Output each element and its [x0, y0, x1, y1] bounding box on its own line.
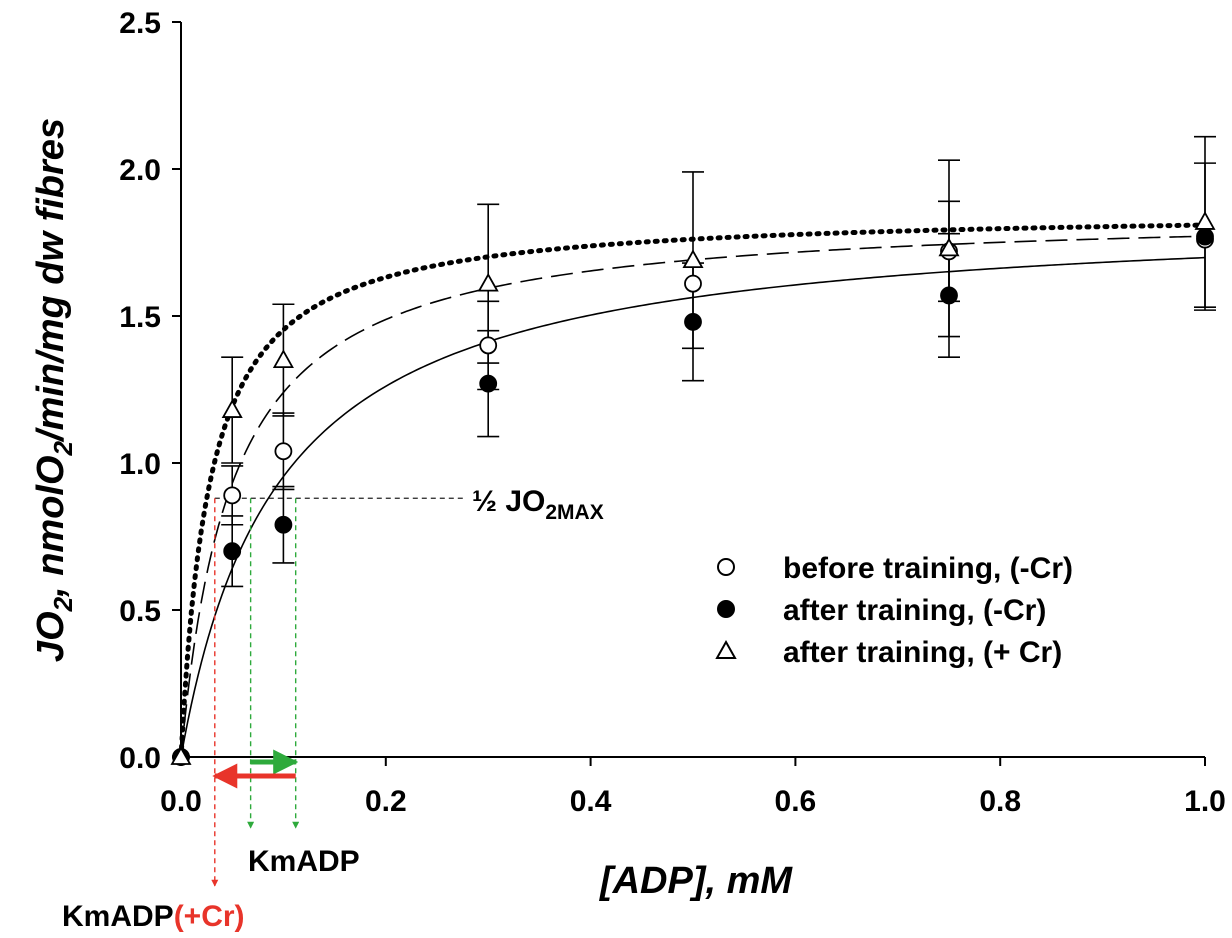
kmadp-label: KmADP — [248, 845, 360, 878]
kmadp-cr-prefix: KmADP — [62, 900, 174, 933]
legend-marker-open-circle — [717, 558, 735, 576]
data-point-series-0 — [479, 336, 498, 355]
y-axis-title: JO2, nmolO2/min/mg dw fibres — [30, 118, 78, 662]
data-point-series-2 — [938, 237, 960, 257]
data-point-series-2 — [682, 249, 704, 269]
y-axis-title-part-1: JO — [30, 611, 72, 662]
data-point-series-2 — [1194, 211, 1216, 230]
y-axis-title-part-2: , nmolO — [30, 455, 72, 597]
y-tick-label: 0.5 — [119, 595, 161, 628]
y-axis-title-sub-1: 2 — [48, 596, 78, 612]
data-point-series-2 — [477, 272, 499, 292]
data-point-series-1 — [940, 286, 958, 305]
legend: before training, (-Cr) after training, (… — [715, 552, 1073, 669]
data-point-series-1 — [479, 374, 498, 393]
y-tick-label: 1.0 — [119, 448, 161, 481]
data-point-series-2 — [221, 399, 243, 418]
data-point-series-2 — [272, 349, 294, 369]
data-point-series-2 — [170, 746, 192, 765]
axes — [180, 22, 1205, 758]
y-ticks: 0.0 0.5 1.0 1.5 2.0 2.5 — [119, 7, 181, 775]
data-point-series-1 — [684, 312, 702, 331]
half-jo2max-sub: 2MAX — [545, 501, 603, 524]
y-tick-label: 2.5 — [119, 7, 161, 40]
legend-marker-open-triangle — [715, 639, 737, 659]
x-ticks: 0.0 0.2 0.4 0.6 0.8 1.0 — [160, 757, 1226, 818]
x-tick-label: 0.4 — [570, 785, 612, 818]
half-jo2max-prefix: ½ JO — [472, 485, 545, 518]
legend-label-2: after training, (+ Cr) — [783, 636, 1062, 669]
y-tick-label: 1.5 — [119, 301, 161, 334]
data-point-series-0 — [274, 442, 293, 461]
legend-label-0: before training, (-Cr) — [783, 552, 1073, 585]
legend-label-1: after training, (-Cr) — [783, 594, 1046, 627]
x-tick-label: 1.0 — [1184, 785, 1226, 818]
y-axis-title-part-3: /min/mg dw fibres — [30, 118, 72, 443]
data-point-series-0 — [684, 274, 702, 293]
y-tick-label: 2.0 — [119, 154, 161, 187]
data-points — [170, 211, 1216, 766]
x-tick-label: 0.2 — [365, 785, 407, 818]
kmadp-cr-label: KmADP(+Cr) — [62, 900, 245, 933]
y-tick-label: 0.0 — [119, 742, 161, 775]
data-point-series-1 — [223, 542, 242, 561]
km-guides — [211, 497, 465, 887]
data-point-series-1 — [274, 515, 293, 534]
legend-marker-filled-circle — [717, 600, 735, 618]
y-axis-title-sub-2: 2 — [48, 440, 78, 456]
kmadp-cr-suffix: (+Cr) — [174, 900, 245, 933]
x-axis-title: [ADP], mM — [599, 860, 793, 902]
error-bars — [221, 135, 1216, 588]
half-jo2max-label: ½ JO2MAX — [472, 485, 604, 524]
x-tick-label: 0.6 — [775, 785, 817, 818]
x-tick-label: 0.8 — [979, 785, 1021, 818]
data-point-series-1 — [1196, 227, 1214, 246]
data-point-series-0 — [223, 486, 242, 505]
x-tick-label: 0.0 — [160, 785, 202, 818]
